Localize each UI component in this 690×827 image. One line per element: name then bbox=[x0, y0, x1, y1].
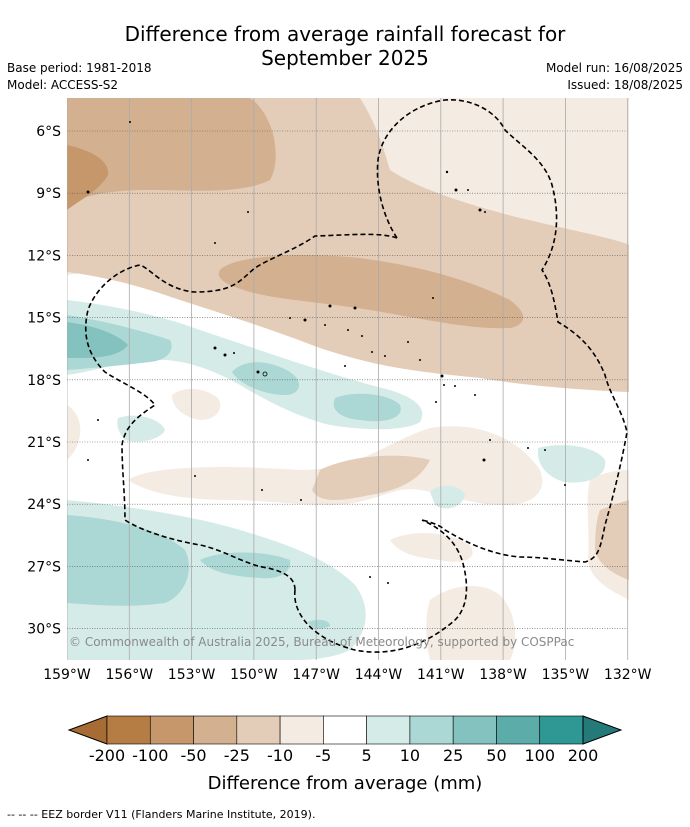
colorbar-swatch bbox=[323, 715, 367, 745]
lat-tick-label: 30°S bbox=[27, 622, 61, 638]
colorbar-tick-label: -5 bbox=[315, 746, 331, 765]
copyright-notice: © Commonwealth of Australia 2025, Bureau… bbox=[69, 635, 574, 649]
lon-tick-label: 141°W bbox=[417, 667, 465, 683]
anomaly-region-light-green-spot bbox=[430, 485, 465, 509]
lon-tick-label: 153°W bbox=[168, 667, 216, 683]
lon-tick-label: 138°W bbox=[479, 667, 527, 683]
title-line-2: September 2025 bbox=[261, 46, 429, 70]
lon-tick-label: 156°W bbox=[106, 667, 154, 683]
lat-tick-label: 9°S bbox=[36, 186, 61, 202]
colorbar-tick-label: 50 bbox=[486, 746, 506, 765]
colorbar-arrow-low bbox=[67, 715, 108, 745]
colorbar-arrow-high bbox=[582, 715, 623, 745]
colorbar-swatch bbox=[496, 715, 541, 745]
anomaly-region-light-brown-south bbox=[128, 426, 543, 505]
title-line-1: Difference from average rainfall forecas… bbox=[124, 22, 566, 46]
map-grid bbox=[67, 98, 629, 660]
lat-tick-label: 6°S bbox=[36, 124, 61, 140]
anomaly-region-dark-brown-nw bbox=[67, 145, 109, 210]
anomaly-region-light-brown-w2 bbox=[67, 405, 81, 460]
island-markers bbox=[86, 121, 566, 584]
colorbar-tick-label: 10 bbox=[400, 746, 420, 765]
anomaly-region-green-mid3 bbox=[333, 393, 401, 422]
anomaly-region-brown-band bbox=[218, 255, 524, 329]
issued-date: Issued: 18/08/2025 bbox=[567, 78, 683, 92]
colorbar-tick-label: -100 bbox=[132, 746, 168, 765]
map-area bbox=[67, 98, 629, 660]
lon-tick-label: 150°W bbox=[230, 667, 278, 683]
meta-left: Base period: 1981-2018 Model: ACCESS-S2 bbox=[7, 60, 152, 94]
colorbar-tick-label: 200 bbox=[568, 746, 599, 765]
colorbar-title: Difference from average (mm) bbox=[208, 773, 483, 794]
colorbar-swatch bbox=[149, 715, 194, 745]
colorbar-tick-label: 5 bbox=[362, 746, 372, 765]
anomaly-region-light-green-east bbox=[537, 445, 606, 483]
colorbar-swatch bbox=[106, 715, 151, 745]
anomaly-region-light-brown-s3 bbox=[426, 585, 516, 660]
eez-border-west bbox=[84, 233, 398, 591]
colorbar-swatch bbox=[279, 715, 324, 745]
colorbar-swatch bbox=[193, 715, 238, 745]
meta-right: Model run: 16/08/2025 Issued: 18/08/2025 bbox=[546, 60, 683, 94]
model-name: Model: ACCESS-S2 bbox=[7, 78, 119, 92]
anomaly-region-light-brown-s2 bbox=[390, 533, 473, 562]
colorbar-swatch bbox=[236, 715, 281, 745]
anomaly-region-tan-south bbox=[312, 455, 430, 500]
latitude-axis: 6°S 9°S 12°S 15°S 18°S 21°S 24°S 27°S 30°S bbox=[27, 124, 61, 638]
lon-tick-label: 147°W bbox=[292, 667, 340, 683]
colorbar-swatch bbox=[366, 715, 411, 745]
map-title: Difference from average rainfall forecas… bbox=[0, 22, 690, 70]
colorbar-swatch bbox=[452, 715, 497, 745]
lon-tick-label: 144°W bbox=[355, 667, 403, 683]
colorbar-tick-label: -25 bbox=[224, 746, 250, 765]
eez-border-south bbox=[294, 519, 468, 653]
anomaly-region-green-mid2 bbox=[232, 362, 300, 395]
colorbar-swatch bbox=[409, 715, 454, 745]
lat-tick-label: 18°S bbox=[27, 373, 61, 389]
anomaly-region-tan-southeast bbox=[595, 500, 629, 580]
anomaly-region-brown-north bbox=[67, 98, 276, 205]
colorbar-swatch bbox=[539, 715, 584, 745]
colorbar-tick-label: 100 bbox=[524, 746, 555, 765]
eez-border-north bbox=[376, 99, 628, 563]
lat-tick-label: 15°S bbox=[27, 311, 61, 327]
colorbar-tick-label: 25 bbox=[443, 746, 463, 765]
anomaly-region-green-south3 bbox=[308, 619, 330, 629]
base-period: Base period: 1981-2018 bbox=[7, 61, 152, 75]
lon-tick-label: 159°W bbox=[43, 667, 91, 683]
colorbar: -200 -100 -50 -25 -10 -5 5 10 25 50 100 200 bbox=[67, 715, 623, 765]
anomaly-region-teal-west bbox=[67, 322, 128, 358]
lon-tick-label: 135°W bbox=[542, 667, 590, 683]
anomaly-region-light-brown-w bbox=[172, 388, 221, 420]
eez-legend-note: -- -- -- EEZ border V11 (Flanders Marine… bbox=[7, 808, 316, 821]
anomaly-region-green-south bbox=[67, 515, 189, 606]
lat-tick-label: 21°S bbox=[27, 435, 61, 451]
lat-tick-label: 24°S bbox=[27, 497, 61, 513]
lat-tick-label: 27°S bbox=[27, 559, 61, 575]
longitude-axis: 159°W 156°W 153°W 150°W 147°W 144°W 141°W 138°W… bbox=[43, 667, 651, 683]
model-run: Model run: 16/08/2025 bbox=[545, 61, 683, 75]
lon-tick-label: 132°W bbox=[604, 667, 652, 683]
colorbar-tick-label: -200 bbox=[89, 746, 125, 765]
anomaly-region-green-south2 bbox=[200, 552, 291, 579]
colorbar-tick-label: -50 bbox=[180, 746, 206, 765]
lat-tick-label: 12°S bbox=[27, 248, 61, 264]
colorbar-tick-label: -10 bbox=[267, 746, 293, 765]
